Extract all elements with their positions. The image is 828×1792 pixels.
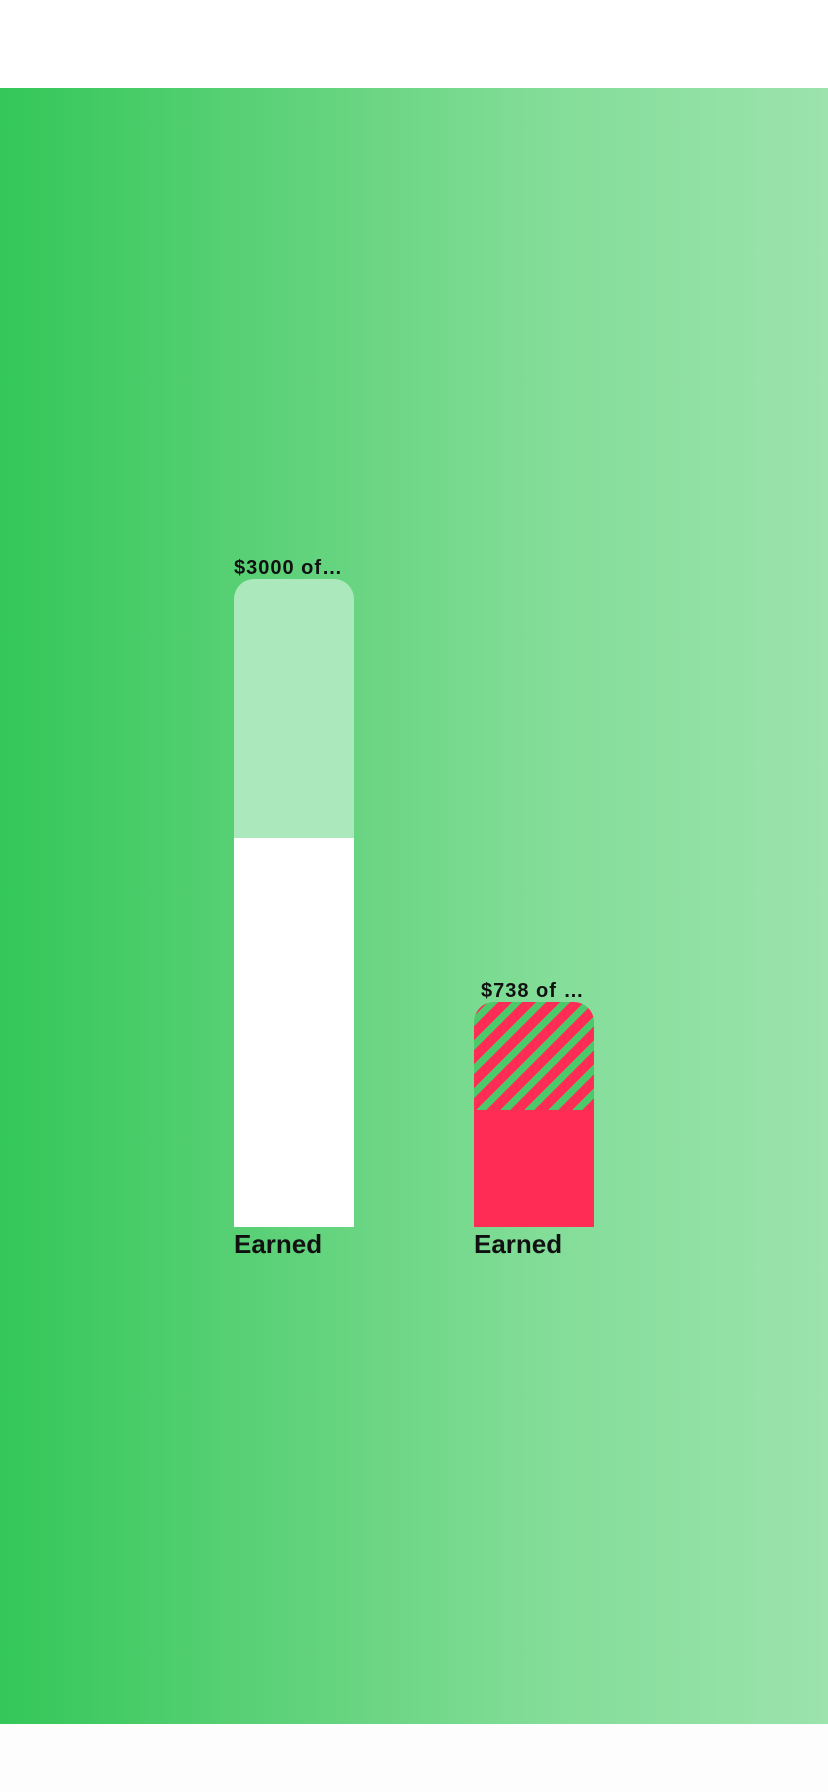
bar-category-label: Earned bbox=[474, 1229, 563, 1259]
bottom-blank-area bbox=[0, 1724, 828, 1792]
bar-track bbox=[234, 579, 354, 1227]
earnings-panel bbox=[0, 88, 828, 1724]
bar-category-label: Earned bbox=[234, 1229, 323, 1259]
bar-track-striped bbox=[474, 1002, 594, 1227]
top-blank-area bbox=[0, 0, 828, 88]
earned-bar-column-2: $738 of $… Earned bbox=[474, 978, 594, 1259]
earned-bar-column-1: $3000 of… Earned bbox=[234, 555, 354, 1259]
bar-fill bbox=[234, 838, 354, 1227]
bar-fill bbox=[474, 1110, 594, 1227]
bar-value-label: $738 of $… bbox=[481, 980, 594, 1002]
bar-value-label: $3000 of… bbox=[234, 557, 344, 579]
